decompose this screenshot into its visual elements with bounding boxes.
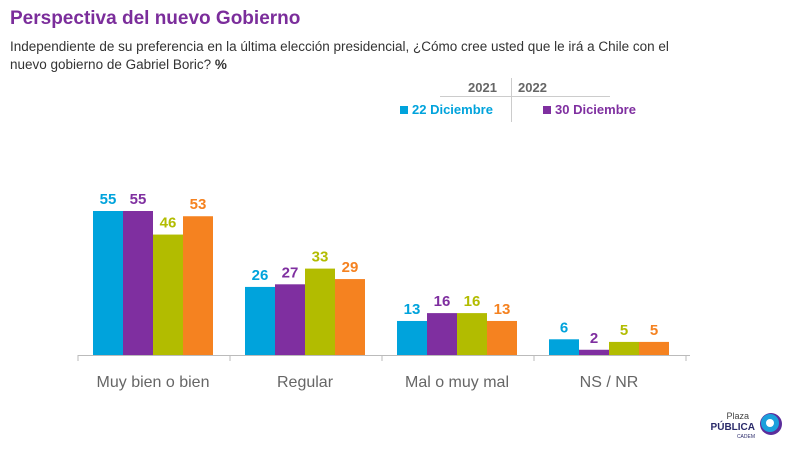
- legend-year-2022: 2022: [518, 80, 547, 95]
- bar: [397, 320, 427, 355]
- category-label: Regular: [277, 374, 334, 391]
- category-label: Muy bien o bien: [97, 374, 210, 391]
- data-label: 2: [590, 330, 598, 347]
- bar: [427, 313, 457, 355]
- data-label: 55: [130, 191, 147, 208]
- subtitle-text: Independiente de su preferencia en la úl…: [10, 39, 669, 72]
- svg-text:CADEM: CADEM: [737, 434, 755, 440]
- data-label: 33: [312, 249, 329, 266]
- legend-year-2021: 2021: [468, 80, 497, 95]
- svg-text:Plaza: Plaza: [726, 411, 749, 421]
- data-label: 29: [342, 259, 359, 276]
- bar: [305, 268, 335, 355]
- legend-item-30-diciembre: 30 Diciembre: [543, 102, 636, 117]
- bar: [153, 234, 183, 355]
- data-label: 55: [100, 191, 117, 208]
- chart-title: Perspectiva del nuevo Gobierno: [10, 8, 301, 29]
- data-label: 16: [464, 293, 481, 310]
- plaza-publica-cadem-logo: Plaza PÚBLICA CADEM: [705, 410, 790, 440]
- bar: [183, 216, 213, 355]
- category-label: Mal o muy mal: [405, 374, 509, 391]
- category-label: NS / NR: [580, 374, 639, 391]
- data-label: 53: [190, 196, 207, 213]
- bar: [579, 349, 609, 355]
- bar: [123, 211, 153, 355]
- bar: [275, 284, 305, 355]
- data-label: 16: [434, 293, 451, 310]
- data-label: 13: [404, 301, 421, 318]
- data-label: 13: [494, 301, 511, 318]
- data-label: 27: [282, 264, 299, 281]
- bar: [639, 341, 669, 355]
- bar: [549, 339, 579, 355]
- data-label: 6: [560, 319, 568, 336]
- legend-item-22-diciembre: 22 Diciembre: [400, 102, 493, 117]
- bar: [487, 320, 517, 355]
- bar: [245, 286, 275, 355]
- data-label: 5: [620, 322, 628, 339]
- legend-divider-vertical: [511, 78, 512, 122]
- svg-text:PÚBLICA: PÚBLICA: [711, 420, 755, 433]
- data-label: 5: [650, 322, 658, 339]
- bar: [335, 279, 365, 355]
- legend-divider: [440, 96, 610, 97]
- subtitle-unit: %: [214, 57, 227, 72]
- chart-subtitle: Independiente de su preferencia en la úl…: [10, 38, 670, 74]
- data-label: 46: [160, 215, 177, 232]
- bar: [609, 341, 639, 355]
- bar: [457, 313, 487, 355]
- bar: [93, 211, 123, 355]
- data-label: 26: [252, 267, 269, 284]
